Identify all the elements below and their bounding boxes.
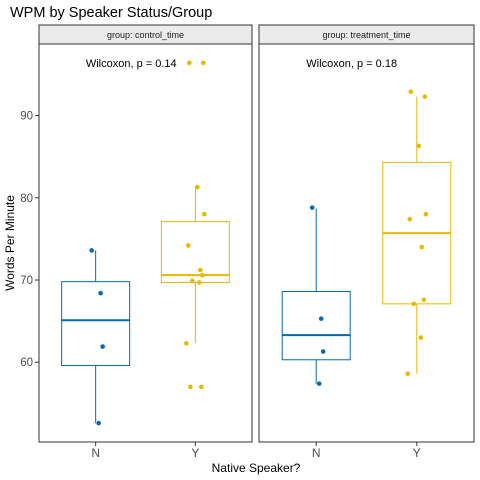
box-N bbox=[61, 250, 131, 424]
box-Y bbox=[160, 187, 230, 344]
x-tick-label: N bbox=[91, 446, 100, 460]
box-body bbox=[160, 221, 230, 283]
data-point bbox=[89, 248, 94, 253]
data-point bbox=[201, 60, 206, 66]
y-tick-label: 70 bbox=[20, 275, 33, 287]
stat-annotation: Wilcoxon, p = 0.14 bbox=[86, 58, 177, 70]
y-axis-label: Words Per Minute bbox=[3, 195, 17, 291]
data-point bbox=[320, 349, 326, 354]
box-body bbox=[281, 291, 351, 361]
box-N bbox=[281, 208, 351, 384]
data-point bbox=[418, 335, 424, 340]
x-tick-label: N bbox=[312, 446, 321, 460]
data-point bbox=[198, 267, 203, 273]
facet-panel-1: group: control_time Wilcoxon, p = 0.14 N Y bbox=[38, 24, 253, 460]
data-point bbox=[416, 143, 422, 149]
data-point bbox=[419, 244, 425, 250]
data-point bbox=[188, 384, 193, 390]
data-point bbox=[309, 205, 315, 210]
y-tick-label: 60 bbox=[20, 357, 33, 369]
x-tick-label: Y bbox=[413, 446, 421, 460]
panel-border bbox=[258, 43, 475, 443]
data-point bbox=[197, 280, 202, 285]
chart-title: WPM by Speaker Status/Group bbox=[10, 5, 212, 21]
data-point bbox=[184, 341, 189, 346]
data-point bbox=[100, 344, 105, 349]
data-point bbox=[98, 290, 103, 296]
data-point bbox=[405, 371, 411, 377]
data-point bbox=[316, 381, 322, 386]
data-point bbox=[421, 297, 427, 303]
data-point bbox=[411, 301, 417, 307]
facet-strip-label: group: control_time bbox=[107, 30, 184, 40]
stat-annotation: Wilcoxon, p = 0.18 bbox=[306, 58, 397, 70]
x-axis-label: Native Speaker? bbox=[212, 461, 301, 475]
box-body bbox=[61, 281, 131, 367]
data-point bbox=[407, 216, 413, 222]
data-point bbox=[199, 384, 204, 390]
data-point bbox=[200, 272, 205, 278]
panel-border bbox=[38, 43, 253, 443]
data-point bbox=[318, 316, 324, 321]
data-point bbox=[186, 243, 191, 248]
data-point bbox=[202, 211, 207, 217]
y-tick-label: 90 bbox=[20, 111, 33, 123]
facet-panel-2: group: treatment_time Wilcoxon, p = 0.18 N… bbox=[258, 24, 475, 460]
y-tick-label: 80 bbox=[20, 193, 33, 205]
data-point bbox=[423, 211, 429, 217]
data-point bbox=[422, 94, 428, 99]
data-point bbox=[190, 278, 195, 284]
panels: 60 70 80 90 group: control_time Wilcoxon, p =… bbox=[20, 24, 475, 460]
data-point bbox=[96, 420, 101, 426]
data-point bbox=[408, 89, 414, 94]
x-tick-label: Y bbox=[191, 446, 199, 460]
data-point bbox=[195, 184, 200, 190]
data-point bbox=[187, 60, 192, 66]
box-Y bbox=[382, 96, 452, 374]
facet-strip-label: group: treatment_time bbox=[322, 30, 410, 40]
